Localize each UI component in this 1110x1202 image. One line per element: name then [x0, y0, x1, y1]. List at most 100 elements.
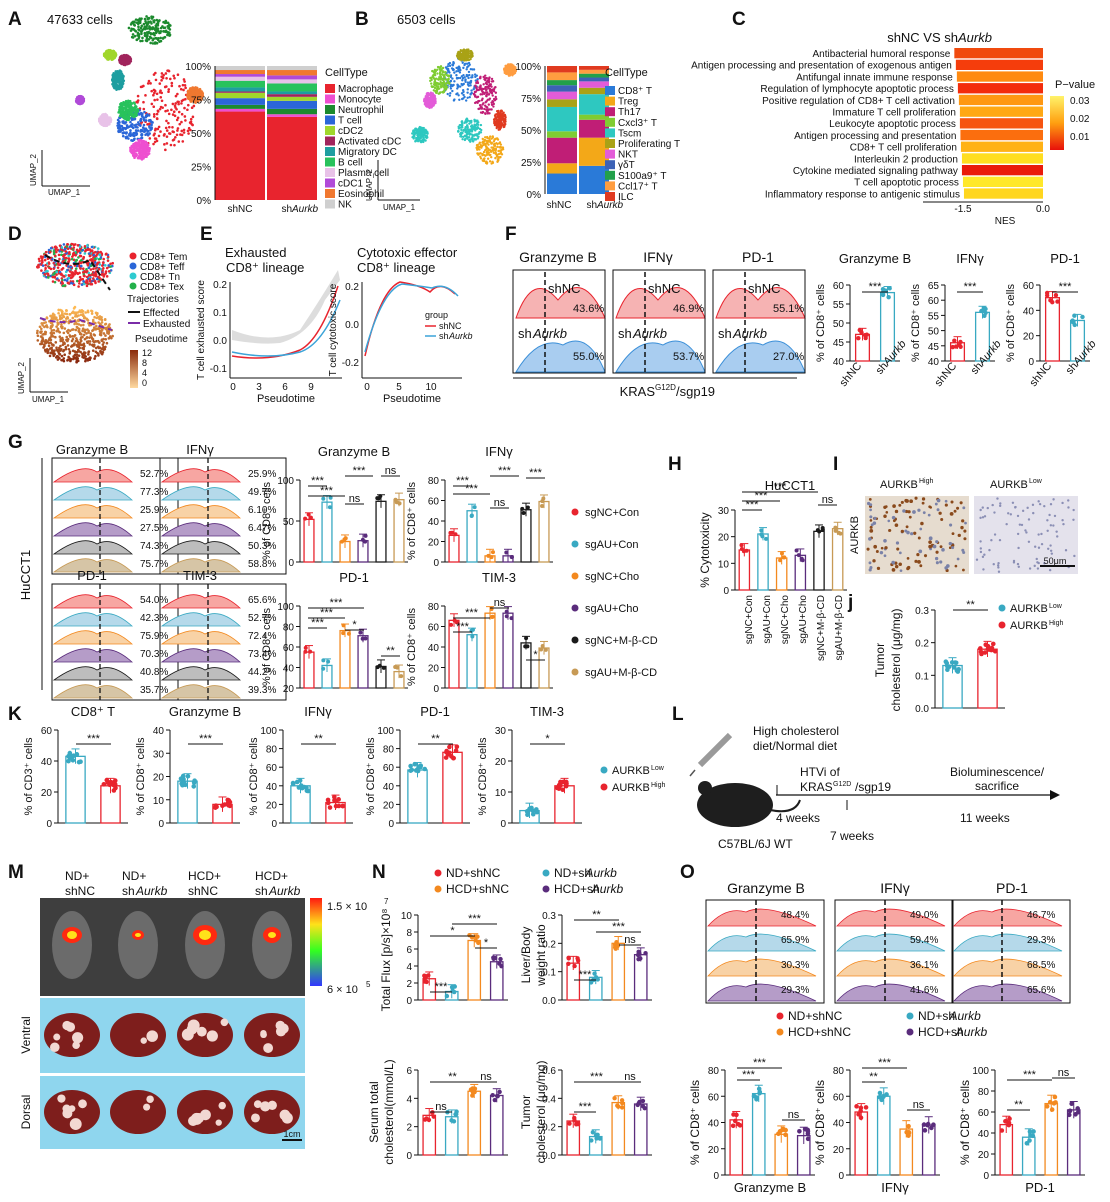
umap-point: [164, 72, 168, 75]
umap-point: [477, 99, 480, 103]
umap-point: [75, 360, 78, 364]
histogram-curve: [160, 630, 242, 645]
umap-point: [188, 88, 192, 91]
umap-point: [44, 338, 48, 342]
legend-swatch: [605, 86, 615, 95]
umap-point: [71, 310, 75, 313]
legend-swatch: [605, 181, 615, 191]
umap-point: [445, 73, 449, 77]
umap-point: [164, 148, 167, 152]
umap-point: [137, 156, 141, 160]
umap-point: [41, 323, 44, 327]
umap-point: [70, 328, 74, 331]
umap-point: [155, 37, 159, 40]
umap-point: [89, 282, 93, 286]
histogram-curve: [52, 594, 134, 609]
umap-point: [107, 337, 111, 340]
umap-point: [63, 327, 67, 330]
umap-point: [145, 113, 149, 116]
umap-point: [70, 257, 74, 261]
umap-point: [433, 84, 437, 87]
legend-item: B cell: [338, 158, 362, 169]
umap-point: [116, 70, 119, 73]
umap-point: [90, 312, 94, 315]
umap-point: [491, 80, 495, 83]
umap-point: [140, 32, 143, 36]
umap-point: [83, 245, 87, 248]
umap-point: [470, 137, 473, 140]
umap-point: [74, 270, 77, 274]
umap-point: [149, 82, 152, 85]
series-line: [231, 299, 341, 357]
umap-point: [44, 330, 47, 334]
umap-point: [430, 78, 433, 82]
legend-title: P−value: [1055, 79, 1095, 91]
umap-point: [102, 52, 106, 55]
umap-point: [178, 122, 182, 126]
umap-point: [127, 137, 130, 140]
umap-point: [68, 251, 71, 254]
y-tick-label: 0: [433, 558, 439, 569]
umap-point: [159, 95, 163, 99]
umap-point: [493, 86, 496, 89]
umap-point: [178, 84, 181, 88]
histogram-curve: [160, 612, 242, 627]
umap-point: [58, 257, 61, 261]
histogram-label: Aurkb: [732, 326, 767, 341]
umap-point: [111, 334, 114, 338]
umap-point: [159, 29, 163, 33]
umap-point: [50, 316, 54, 319]
umap-point: [73, 350, 77, 353]
chart-title: IFNγ: [956, 251, 984, 266]
umap-point: [56, 323, 60, 326]
umap-point: [91, 318, 95, 322]
umap-point: [459, 68, 462, 72]
umap-point: [60, 336, 64, 340]
umap-point: [175, 118, 179, 122]
histogram-label: shNC: [748, 281, 781, 296]
umap-point: [167, 121, 170, 125]
y-tick-label: 0.0: [213, 336, 227, 347]
umap-point: [95, 313, 99, 317]
umap-point: [464, 99, 468, 102]
umap-point: [101, 264, 104, 267]
umap-point: [138, 154, 141, 157]
umap-point: [176, 116, 180, 120]
umap-point: [176, 100, 179, 104]
umap-point: [172, 110, 176, 114]
colorbar-tick: 8: [142, 358, 147, 368]
legend-item: ILC: [618, 192, 634, 203]
umap-point: [466, 88, 469, 91]
umap-point: [154, 28, 157, 32]
y-tick-label: 25%: [191, 163, 211, 174]
umap-point: [89, 268, 93, 271]
umap-point: [93, 257, 97, 261]
umap-point: [149, 20, 152, 23]
umap-point: [172, 130, 175, 134]
umap-point: [116, 124, 119, 127]
umap-point: [77, 314, 80, 317]
umap-point: [64, 347, 68, 351]
umap-point: [79, 99, 83, 103]
umap-point: [166, 21, 170, 25]
umap-point: [471, 54, 474, 57]
legend-item: Monocyte: [338, 95, 382, 106]
umap-point: [42, 346, 45, 349]
umap-point: [138, 17, 142, 21]
umap-point: [36, 339, 40, 342]
umap-point: [102, 266, 105, 270]
pathway-label: Antigen processing and presentation: [794, 131, 956, 142]
umap-point: [154, 78, 158, 82]
umap-point: [436, 68, 439, 71]
umap-point: [488, 76, 491, 79]
umap-point: [105, 49, 109, 53]
umap-point: [57, 308, 61, 312]
stacked-segment: [267, 75, 317, 80]
umap-point: [90, 249, 94, 252]
umap-point: [64, 317, 68, 320]
umap-point: [488, 160, 492, 163]
histogram-curve: [160, 486, 242, 501]
umap-point: [67, 260, 70, 263]
umap-point: [77, 344, 81, 347]
umap-point: [47, 344, 51, 348]
